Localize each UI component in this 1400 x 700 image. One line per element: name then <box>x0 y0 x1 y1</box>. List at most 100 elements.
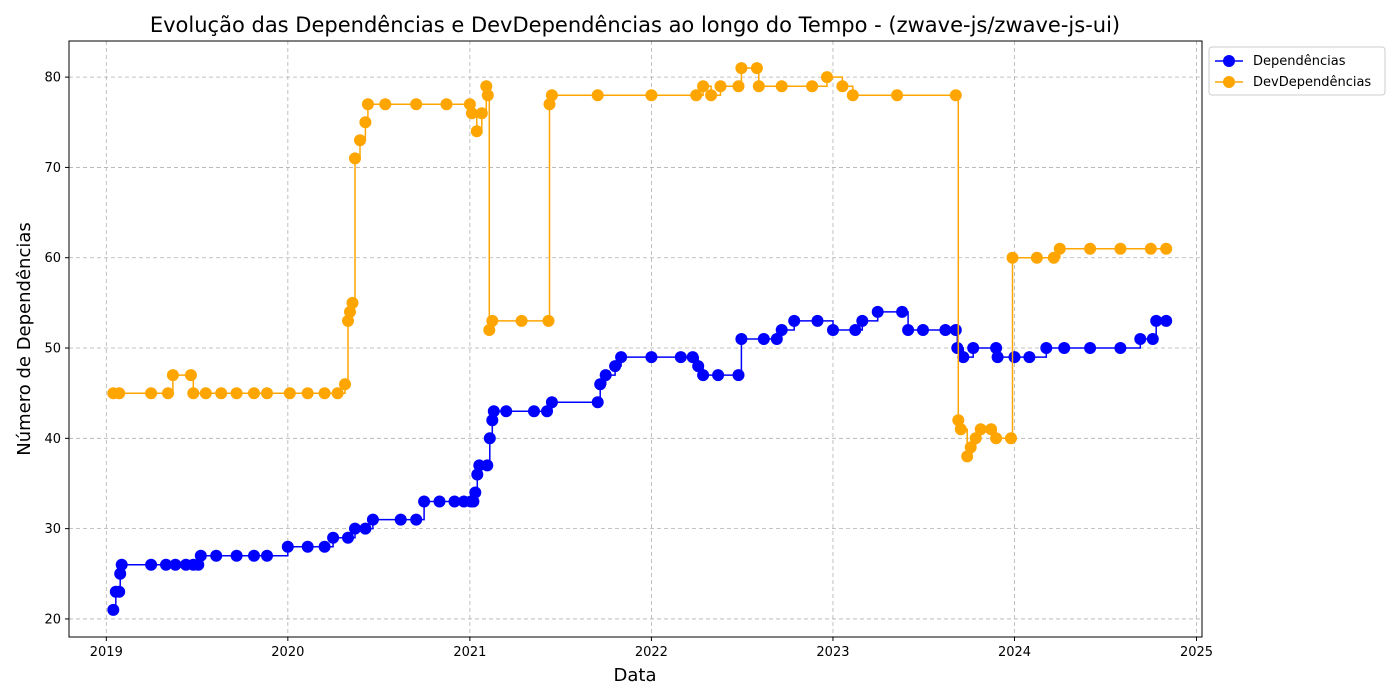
data-point <box>952 414 965 427</box>
x-tick-label: 2022 <box>635 645 668 660</box>
data-point <box>465 107 478 120</box>
data-point <box>712 369 725 382</box>
data-point <box>545 89 558 102</box>
data-point <box>248 387 260 400</box>
data-point <box>545 396 558 409</box>
data-point <box>1006 251 1019 264</box>
data-point <box>1040 342 1053 354</box>
data-point <box>1084 342 1097 354</box>
data-point <box>846 89 859 102</box>
data-point <box>187 387 200 400</box>
data-point <box>957 351 970 364</box>
data-point <box>344 305 356 318</box>
y-tick-label: 30 <box>44 522 61 537</box>
data-point <box>856 314 869 327</box>
data-point <box>609 360 622 373</box>
data-point <box>359 522 372 535</box>
data-point <box>301 540 314 553</box>
data-point <box>261 549 273 562</box>
data-point <box>788 314 801 327</box>
data-point <box>1030 251 1043 264</box>
data-point <box>107 603 120 616</box>
data-point <box>113 387 126 400</box>
data-point <box>301 387 314 400</box>
data-point <box>849 324 862 336</box>
data-point <box>732 369 745 382</box>
data-point <box>969 432 982 445</box>
data-point <box>1134 333 1147 345</box>
data-point <box>752 80 765 93</box>
y-tick-label: 80 <box>44 71 61 86</box>
data-point <box>821 71 833 84</box>
legend-box <box>1208 46 1386 96</box>
x-tick-label: 2023 <box>816 645 849 660</box>
data-point <box>113 585 126 598</box>
data-point <box>1008 351 1021 364</box>
data-point <box>487 405 500 418</box>
data-point <box>475 107 488 120</box>
data-point <box>775 324 788 336</box>
data-point <box>967 342 980 354</box>
data-point <box>448 495 461 508</box>
data-point <box>483 324 496 336</box>
data-point <box>349 152 361 165</box>
data-point <box>827 324 839 336</box>
data-point <box>366 513 379 526</box>
data-point <box>949 324 962 336</box>
data-point <box>210 549 223 562</box>
data-point <box>1053 242 1066 255</box>
data-point <box>145 387 158 400</box>
legend: Dependências DevDependências <box>1208 46 1386 96</box>
data-point <box>230 549 243 562</box>
data-point <box>1005 432 1017 445</box>
data-point <box>836 80 849 93</box>
legend-label-dependencias: Dependências <box>1253 54 1346 69</box>
data-point <box>542 314 555 327</box>
legend-label-devdependencias: DevDependências <box>1253 75 1371 90</box>
data-point <box>184 369 197 382</box>
data-point <box>645 89 658 102</box>
grid <box>69 41 1202 637</box>
x-axis-title: Data <box>614 665 657 686</box>
data-point <box>1146 333 1159 345</box>
data-point <box>714 80 727 93</box>
data-point <box>591 89 604 102</box>
data-point <box>939 324 952 336</box>
data-point <box>1114 242 1127 255</box>
series-layer <box>107 62 1173 616</box>
data-point <box>346 296 359 309</box>
data-point <box>692 360 705 373</box>
data-point <box>949 89 962 102</box>
data-point <box>964 441 977 454</box>
data-point <box>318 540 331 553</box>
data-point <box>951 342 964 354</box>
data-point <box>481 89 494 102</box>
legend-marker-devdependencias <box>1223 76 1235 88</box>
data-point <box>486 314 499 327</box>
data-point <box>327 531 340 544</box>
data-point <box>1114 342 1127 354</box>
data-point <box>394 513 407 526</box>
data-point <box>645 351 658 364</box>
data-point <box>990 342 1003 354</box>
data-point <box>1047 251 1060 264</box>
data-point <box>283 387 296 400</box>
data-point <box>1084 242 1097 255</box>
data-point <box>686 351 699 364</box>
data-point <box>470 125 483 138</box>
y-tick-label: 70 <box>44 161 61 176</box>
data-point <box>169 558 182 571</box>
data-point <box>192 558 205 571</box>
data-point <box>990 432 1003 445</box>
data-point <box>354 134 366 147</box>
data-point <box>166 369 179 382</box>
data-point <box>480 80 493 93</box>
data-point <box>917 324 929 336</box>
data-point <box>359 116 372 129</box>
data-point <box>471 468 484 481</box>
data-point <box>248 549 260 562</box>
data-point <box>318 387 331 400</box>
y-axis-title: Número de Dependências <box>14 222 35 456</box>
data-point <box>1160 314 1173 327</box>
data-point <box>697 80 710 93</box>
